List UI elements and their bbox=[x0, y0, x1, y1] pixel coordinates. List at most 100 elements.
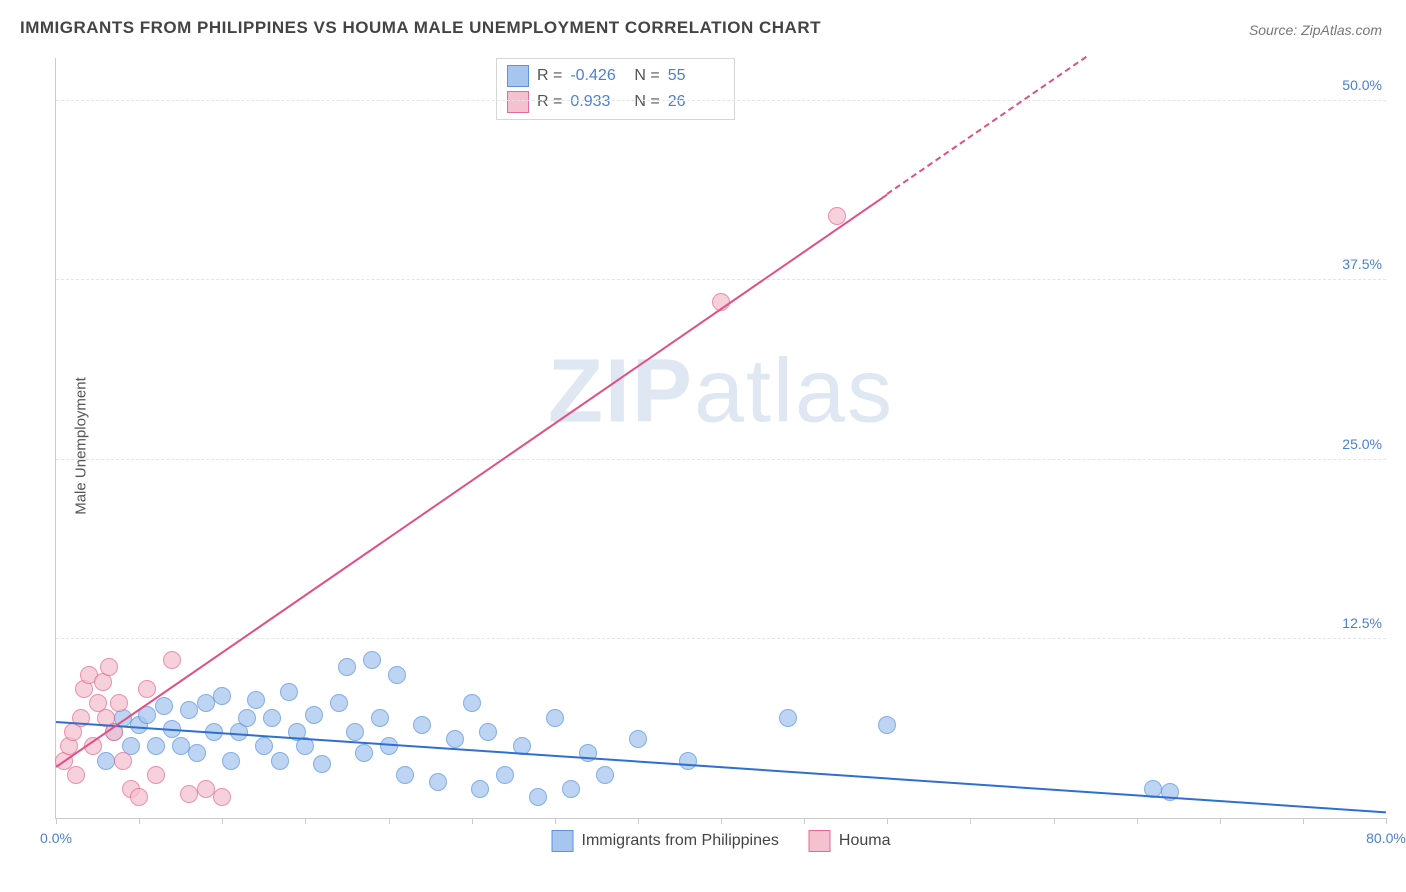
source-attribution: Source: ZipAtlas.com bbox=[1249, 22, 1382, 38]
x-tick bbox=[472, 818, 473, 824]
legend-row: R = -0.426 N = 55 bbox=[507, 63, 724, 89]
data-point bbox=[110, 694, 128, 712]
data-point bbox=[188, 744, 206, 762]
data-point bbox=[629, 730, 647, 748]
x-tick-label: 0.0% bbox=[40, 830, 72, 846]
data-point bbox=[155, 697, 173, 715]
x-tick bbox=[970, 818, 971, 824]
data-point bbox=[271, 752, 289, 770]
data-point bbox=[305, 706, 323, 724]
data-point bbox=[363, 651, 381, 669]
x-tick bbox=[1303, 818, 1304, 824]
data-point bbox=[147, 737, 165, 755]
legend-n-value: 55 bbox=[668, 67, 724, 85]
series-legend-item: Houma bbox=[809, 830, 891, 852]
data-point bbox=[413, 716, 431, 734]
gridline bbox=[56, 459, 1386, 460]
legend-r-label: R = bbox=[537, 67, 562, 85]
data-point bbox=[579, 744, 597, 762]
data-point bbox=[596, 766, 614, 784]
data-point bbox=[878, 716, 896, 734]
legend-swatch bbox=[507, 91, 529, 113]
legend-r-value: 0.933 bbox=[570, 93, 626, 111]
x-tick bbox=[721, 818, 722, 824]
data-point bbox=[330, 694, 348, 712]
data-point bbox=[471, 780, 489, 798]
x-tick bbox=[56, 818, 57, 824]
data-point bbox=[779, 709, 797, 727]
trend-line bbox=[56, 721, 1386, 813]
x-tick bbox=[222, 818, 223, 824]
data-point bbox=[463, 694, 481, 712]
data-point bbox=[388, 666, 406, 684]
legend-n-label: N = bbox=[634, 67, 659, 85]
data-point bbox=[138, 680, 156, 698]
x-tick bbox=[139, 818, 140, 824]
data-point bbox=[429, 773, 447, 791]
data-point bbox=[371, 709, 389, 727]
gridline bbox=[56, 100, 1386, 101]
data-point bbox=[255, 737, 273, 755]
x-tick bbox=[887, 818, 888, 824]
data-point bbox=[114, 752, 132, 770]
y-tick-label: 37.5% bbox=[1342, 256, 1388, 272]
data-point bbox=[479, 723, 497, 741]
x-tick bbox=[1137, 818, 1138, 824]
legend-n-label: N = bbox=[634, 93, 659, 111]
legend-r-value: -0.426 bbox=[570, 67, 626, 85]
x-tick bbox=[389, 818, 390, 824]
data-point bbox=[180, 785, 198, 803]
data-point bbox=[238, 709, 256, 727]
data-point bbox=[130, 788, 148, 806]
series-name: Immigrants from Philippines bbox=[582, 832, 779, 850]
correlation-legend: R = -0.426 N = 55 R = 0.933 N = 26 bbox=[496, 58, 735, 120]
x-tick bbox=[804, 818, 805, 824]
data-point bbox=[280, 683, 298, 701]
data-point bbox=[147, 766, 165, 784]
data-point bbox=[679, 752, 697, 770]
data-point bbox=[313, 755, 331, 773]
x-tick bbox=[1220, 818, 1221, 824]
data-point bbox=[197, 780, 215, 798]
data-point bbox=[380, 737, 398, 755]
legend-n-value: 26 bbox=[668, 93, 724, 111]
data-point bbox=[67, 766, 85, 784]
chart-title: IMMIGRANTS FROM PHILIPPINES VS HOUMA MAL… bbox=[20, 18, 821, 38]
data-point bbox=[446, 730, 464, 748]
y-tick-label: 25.0% bbox=[1342, 436, 1388, 452]
data-point bbox=[263, 709, 281, 727]
series-legend: Immigrants from Philippines Houma bbox=[552, 830, 891, 852]
data-point bbox=[529, 788, 547, 806]
data-point bbox=[496, 766, 514, 784]
x-tick bbox=[1054, 818, 1055, 824]
data-point bbox=[97, 752, 115, 770]
x-tick bbox=[305, 818, 306, 824]
data-point bbox=[222, 752, 240, 770]
x-tick-label: 80.0% bbox=[1366, 830, 1406, 846]
data-point bbox=[180, 701, 198, 719]
series-legend-item: Immigrants from Philippines bbox=[552, 830, 779, 852]
data-point bbox=[247, 691, 265, 709]
legend-swatch bbox=[552, 830, 574, 852]
legend-swatch bbox=[809, 830, 831, 852]
legend-swatch bbox=[507, 65, 529, 87]
legend-r-label: R = bbox=[537, 93, 562, 111]
trend-line bbox=[887, 56, 1088, 195]
data-point bbox=[346, 723, 364, 741]
data-point bbox=[396, 766, 414, 784]
series-name: Houma bbox=[839, 832, 891, 850]
x-tick bbox=[638, 818, 639, 824]
data-point bbox=[197, 694, 215, 712]
scatter-plot-area: ZIPatlas R =-0.426N =55R =0.933N =26 Imm… bbox=[55, 58, 1386, 819]
data-point bbox=[546, 709, 564, 727]
gridline bbox=[56, 279, 1386, 280]
gridline bbox=[56, 638, 1386, 639]
y-tick-label: 50.0% bbox=[1342, 77, 1388, 93]
data-point bbox=[213, 687, 231, 705]
data-point bbox=[213, 788, 231, 806]
data-point bbox=[163, 651, 181, 669]
y-tick-label: 12.5% bbox=[1342, 615, 1388, 631]
data-point bbox=[172, 737, 190, 755]
legend-row: R = 0.933 N = 26 bbox=[507, 89, 724, 115]
data-point bbox=[338, 658, 356, 676]
